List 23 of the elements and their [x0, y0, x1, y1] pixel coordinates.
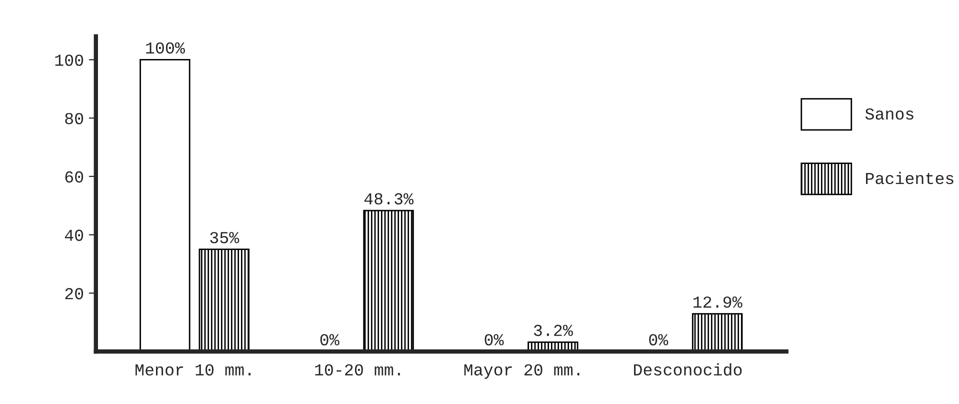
- bar: [692, 313, 743, 352]
- x-tick-label: Menor 10 mm.: [136, 364, 250, 376]
- x-tick-label: Desconocido: [634, 363, 742, 376]
- y-tick-label: 80: [65, 112, 84, 124]
- bar: [140, 59, 190, 352]
- data-label: 0%: [484, 334, 504, 346]
- y-tick-label: 60: [65, 171, 84, 183]
- data-label: 35%: [210, 232, 240, 244]
- bar: [198, 248, 250, 352]
- bar: [363, 210, 414, 352]
- legend-label: Sanos: [865, 108, 914, 120]
- x-tick-label: 10-20 mm.: [315, 364, 400, 376]
- legend-label: Pacientes: [866, 172, 954, 184]
- data-label: 3.2%: [534, 324, 573, 336]
- x-tick-label: Mayor 20 mm.: [464, 364, 580, 379]
- data-label: 12.9%: [694, 296, 742, 308]
- data-label: 100%: [146, 42, 185, 54]
- data-label: 0%: [649, 334, 668, 346]
- y-tick-label: 20: [65, 288, 84, 300]
- y-tick-label: 100: [55, 54, 84, 66]
- y-tick-label: 40: [64, 230, 84, 241]
- data-label: 48.3%: [364, 193, 414, 204]
- data-label: 0%: [320, 334, 340, 346]
